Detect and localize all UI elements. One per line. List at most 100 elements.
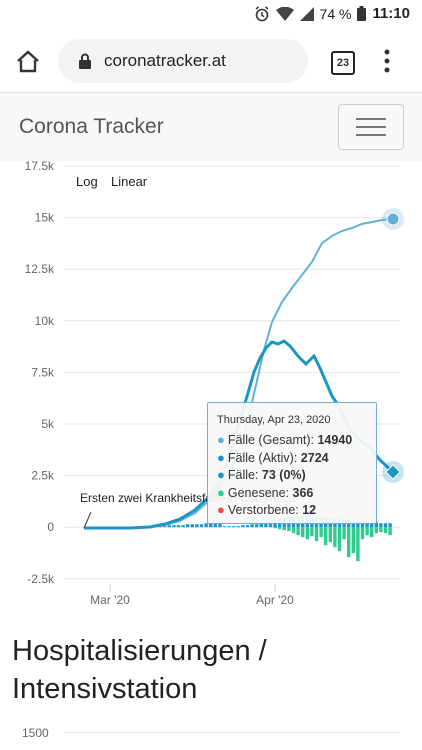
y-tick-label: 0 xyxy=(47,520,54,534)
x-tick-label: Apr '20 xyxy=(256,593,294,607)
bar-new-cases xyxy=(209,523,213,528)
bar-recovered xyxy=(319,527,323,538)
bar-recovered xyxy=(356,527,360,562)
hamburger-line xyxy=(356,118,386,120)
bar-recovered xyxy=(324,527,328,546)
hamburger-line xyxy=(356,134,386,136)
log-scale-button[interactable]: Log xyxy=(76,174,98,189)
bar-recovered xyxy=(314,527,319,542)
linear-scale-button[interactable]: Linear xyxy=(111,174,148,189)
tab-switcher-button[interactable]: 23 xyxy=(331,51,355,75)
bar-new-cases xyxy=(163,526,167,528)
url-text: coronatracker.at xyxy=(104,51,226,70)
bar-new-cases xyxy=(236,526,240,528)
tooltip-date: Thursday, Apr 23, 2020 xyxy=(217,414,331,426)
bar-new-cases xyxy=(255,524,259,528)
bar-new-cases xyxy=(213,523,217,528)
bar-new-cases xyxy=(264,522,268,528)
clock: 11:10 xyxy=(372,5,410,22)
hamburger-line xyxy=(356,126,386,128)
bar-new-cases xyxy=(232,526,236,528)
home-icon[interactable] xyxy=(14,48,42,76)
bar-new-cases xyxy=(365,522,369,528)
second-chart-y-tick: 1500 xyxy=(22,726,49,740)
bar-recovered xyxy=(291,527,296,534)
y-tick-label: 10k xyxy=(35,314,55,328)
tooltip-row-recovered: ● Genesene: 366 xyxy=(217,485,314,500)
bar-new-cases xyxy=(172,525,176,528)
bar-new-cases xyxy=(383,523,388,528)
bullet-icon: ● xyxy=(217,485,225,500)
more-options-icon[interactable] xyxy=(383,48,391,74)
tooltip-row-total: ● Fälle (Gesamt): 14940 xyxy=(217,432,353,447)
y-tick-label: -2.5k xyxy=(27,572,55,586)
bar-recovered xyxy=(282,527,286,531)
bar-new-cases xyxy=(181,525,185,528)
bar-new-cases xyxy=(199,524,204,528)
bar-new-cases xyxy=(167,525,171,528)
bar-recovered xyxy=(351,527,355,554)
wifi-icon xyxy=(275,6,294,21)
annotation-pointer xyxy=(83,511,92,529)
bar-new-cases xyxy=(176,525,181,528)
tooltip-row-active: ● Fälle (Aktiv): 2724 xyxy=(217,450,329,465)
chart-tooltip: Thursday, Apr 23, 2020 ● Fälle (Gesamt): … xyxy=(207,402,377,524)
bar-new-cases xyxy=(245,525,250,528)
bar-recovered xyxy=(273,527,277,529)
y-tick-label: 7.5k xyxy=(31,365,55,379)
bar-recovered xyxy=(388,527,392,536)
y-tick-label: 15k xyxy=(35,211,55,225)
bar-new-cases xyxy=(379,523,383,528)
y-tick-label: 2.5k xyxy=(31,469,55,483)
series-line-total-cases xyxy=(84,218,394,529)
bar-recovered xyxy=(310,527,314,537)
bar-recovered xyxy=(328,527,332,543)
bar-recovered xyxy=(296,527,300,536)
second-chart-gridline xyxy=(64,732,400,733)
bullet-icon: ● xyxy=(217,502,225,517)
bar-recovered xyxy=(301,527,305,538)
section-heading-hospitalizations: Hospitalisierungen / Intensivstation xyxy=(12,635,267,705)
status-bar: 74 % 11:10 xyxy=(0,0,422,30)
bar-new-cases xyxy=(370,522,374,528)
tooltip-row-deaths: ● Verstorbene: 12 xyxy=(217,502,317,517)
navbar-toggle-button[interactable] xyxy=(338,104,404,150)
bar-new-cases xyxy=(190,524,194,528)
y-tick-label: 5k xyxy=(41,417,55,431)
signal-icon xyxy=(299,6,314,21)
browser-toolbar: coronatracker.at 23 xyxy=(0,30,422,92)
site-brand[interactable]: Corona Tracker xyxy=(19,115,164,138)
bar-recovered xyxy=(379,527,383,533)
bar-new-cases xyxy=(241,525,245,528)
bar-recovered xyxy=(305,527,309,540)
bar-new-cases xyxy=(388,523,392,528)
bar-recovered xyxy=(374,527,378,534)
bar-new-cases xyxy=(374,522,378,528)
site-navbar: Corona Tracker xyxy=(0,92,422,161)
x-axis-ticks: Mar '20 Apr '20 xyxy=(90,584,294,607)
total-cases-marker xyxy=(386,212,400,226)
bar-new-cases xyxy=(360,521,365,528)
corona-cases-chart: 17.5k 15k 12.5k 10k 7.5k 5k 2.5k 0 -2.5k Mar '20… xyxy=(25,160,404,607)
bar-new-cases xyxy=(158,526,162,528)
active-cases-marker xyxy=(385,464,401,480)
bar-new-cases xyxy=(259,523,263,528)
bar-recovered xyxy=(342,527,346,540)
bar-new-cases xyxy=(356,521,360,528)
y-axis-ticks: 17.5k 15k 12.5k 10k 7.5k 5k 2.5k 0 -2.5k xyxy=(25,160,55,586)
y-tick-label: 12.5k xyxy=(25,262,55,276)
bar-new-cases xyxy=(204,523,208,528)
x-tick-label: Mar '20 xyxy=(90,593,130,607)
bar-recovered xyxy=(383,527,388,534)
bar-new-cases xyxy=(268,521,273,528)
bar-recovered xyxy=(347,527,351,558)
bullet-icon: ● xyxy=(217,432,225,447)
lock-icon xyxy=(79,53,91,69)
bar-new-cases xyxy=(250,524,254,528)
alarm-icon xyxy=(255,5,268,21)
bar-recovered xyxy=(370,527,374,538)
bar-recovered xyxy=(360,527,365,540)
bar-recovered xyxy=(278,527,282,530)
bar-recovered xyxy=(333,527,337,548)
address-bar[interactable]: coronatracker.at xyxy=(58,39,308,83)
